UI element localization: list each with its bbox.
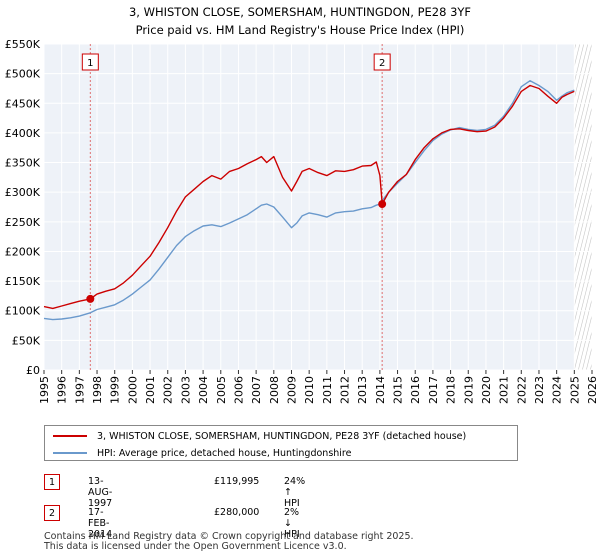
- footer: Contains HM Land Registry data © Crown c…: [44, 532, 414, 552]
- x-tick-label: 2025: [568, 376, 581, 404]
- series-line-property: [43, 84, 575, 310]
- plot-background: [44, 44, 592, 370]
- forecast-hatch-line: [574, 138, 592, 212]
- footer-licence: This data is licensed under the Open Gov…: [44, 541, 347, 552]
- y-tick-label: £150K: [5, 275, 41, 288]
- x-tick-label: 2011: [321, 376, 334, 404]
- chart-subtitle: Price paid vs. HM Land Registry's House …: [136, 23, 465, 37]
- annotation-badge-1: 1: [44, 474, 60, 490]
- annotation-marker-label-1: 1: [87, 58, 93, 69]
- forecast-hatch-line: [574, 74, 592, 148]
- legend: 3, WHISTON CLOSE, SOMERSHAM, HUNTINGDON,…: [44, 425, 518, 461]
- legend-item-property: 3, WHISTON CLOSE, SOMERSHAM, HUNTINGDON,…: [53, 428, 466, 444]
- y-tick-label: £300K: [5, 186, 41, 199]
- y-tick-label: £200K: [5, 245, 41, 258]
- forecast-hatch-line: [574, 298, 592, 370]
- chart-title: 3, WHISTON CLOSE, SOMERSHAM, HUNTINGDON,…: [129, 5, 471, 19]
- series-line-hpi: [43, 80, 575, 321]
- forecast-hatch-line: [574, 266, 592, 340]
- forecast-hatch-line: [574, 186, 592, 260]
- legend-item-hpi: HPI: Average price, detached house, Hunt…: [53, 445, 351, 461]
- x-tick-label: 2020: [480, 376, 493, 404]
- forecast-hatch-line: [574, 170, 592, 244]
- x-tick-label: 2008: [268, 376, 281, 404]
- y-tick-label: £0: [26, 364, 40, 377]
- sale-point-1: [86, 294, 95, 303]
- legend-swatch-hpi: [53, 452, 87, 454]
- legend-label-property: 3, WHISTON CLOSE, SOMERSHAM, HUNTINGDON,…: [97, 430, 467, 442]
- forecast-hatch-line: [574, 282, 592, 356]
- x-tick-label: 2021: [498, 376, 511, 404]
- y-tick-label: £350K: [5, 157, 41, 170]
- x-tick-label: 2002: [162, 376, 175, 404]
- forecast-hatch-line: [574, 44, 592, 116]
- x-tick-label: 2018: [445, 376, 458, 404]
- annotation-price-2: £280,000: [214, 507, 260, 518]
- forecast-hatch-line: [574, 202, 592, 276]
- x-tick-label: 2004: [197, 376, 210, 404]
- x-tick-label: 2026: [586, 376, 599, 404]
- x-tick-label: 2023: [533, 376, 546, 404]
- annotation-badge-2: 2: [44, 505, 60, 521]
- x-tick-label: 1996: [56, 376, 69, 404]
- y-tick-label: £550K: [5, 38, 41, 51]
- price-chart: 3, WHISTON CLOSE, SOMERSHAM, HUNTINGDON,…: [5, 5, 600, 404]
- x-tick-label: 1997: [73, 376, 86, 404]
- x-tick-label: 2009: [285, 376, 298, 404]
- x-tick-label: 2022: [515, 376, 528, 404]
- x-tick-label: 2007: [250, 376, 263, 404]
- annotation-marker-box-2: [373, 53, 391, 71]
- y-tick-label: £250K: [5, 216, 41, 229]
- x-tick-label: 2019: [462, 376, 475, 404]
- footer-copyright: Contains HM Land Registry data © Crown c…: [44, 531, 414, 542]
- y-tick-label: £100K: [5, 305, 41, 318]
- y-tick-label: £50K: [12, 334, 41, 347]
- annotation-marker-box-1: [81, 53, 99, 71]
- y-tick-label: £500K: [5, 68, 41, 81]
- x-tick-label: 2012: [339, 376, 352, 404]
- annotation-price-1: £119,995: [214, 476, 260, 487]
- x-tick-label: 1998: [91, 376, 104, 404]
- x-tick-label: 2010: [303, 376, 316, 404]
- x-tick-label: 2015: [392, 376, 405, 404]
- x-tick-label: 2014: [374, 376, 387, 404]
- x-tick-label: 1995: [38, 376, 51, 404]
- forecast-hatch-line: [574, 154, 592, 228]
- forecast-hatch-line: [574, 58, 592, 132]
- x-tick-label: 2016: [409, 376, 422, 404]
- legend-swatch-property: [53, 435, 87, 437]
- x-tick-label: 2024: [551, 376, 564, 404]
- forecast-hatch-line: [594, 44, 600, 370]
- x-tick-label: 1999: [109, 376, 122, 404]
- sale-point-2: [378, 200, 387, 209]
- annotation-date-1: 13-AUG-1997: [88, 476, 113, 509]
- annotation-hpi-1: 24% ↑ HPI: [284, 476, 306, 509]
- x-tick-label: 2017: [427, 376, 440, 404]
- x-tick-label: 2001: [144, 376, 157, 404]
- x-tick-label: 2006: [232, 376, 245, 404]
- x-tick-label: 2003: [179, 376, 192, 404]
- annotation-date-2: 17-FEB-2014: [88, 507, 113, 540]
- y-tick-label: £400K: [5, 127, 41, 140]
- forecast-hatch-line: [574, 250, 592, 324]
- legend-label-hpi: HPI: Average price, detached house, Hunt…: [97, 447, 352, 459]
- x-tick-label: 2005: [215, 376, 228, 404]
- y-tick-label: £450K: [5, 97, 41, 110]
- x-tick-label: 2013: [356, 376, 369, 404]
- annotation-marker-label-2: 2: [379, 58, 385, 69]
- x-tick-label: 2000: [126, 376, 139, 404]
- forecast-hatch-line: [574, 90, 592, 164]
- annotation-hpi-2: 2% ↓ HPI: [284, 507, 300, 540]
